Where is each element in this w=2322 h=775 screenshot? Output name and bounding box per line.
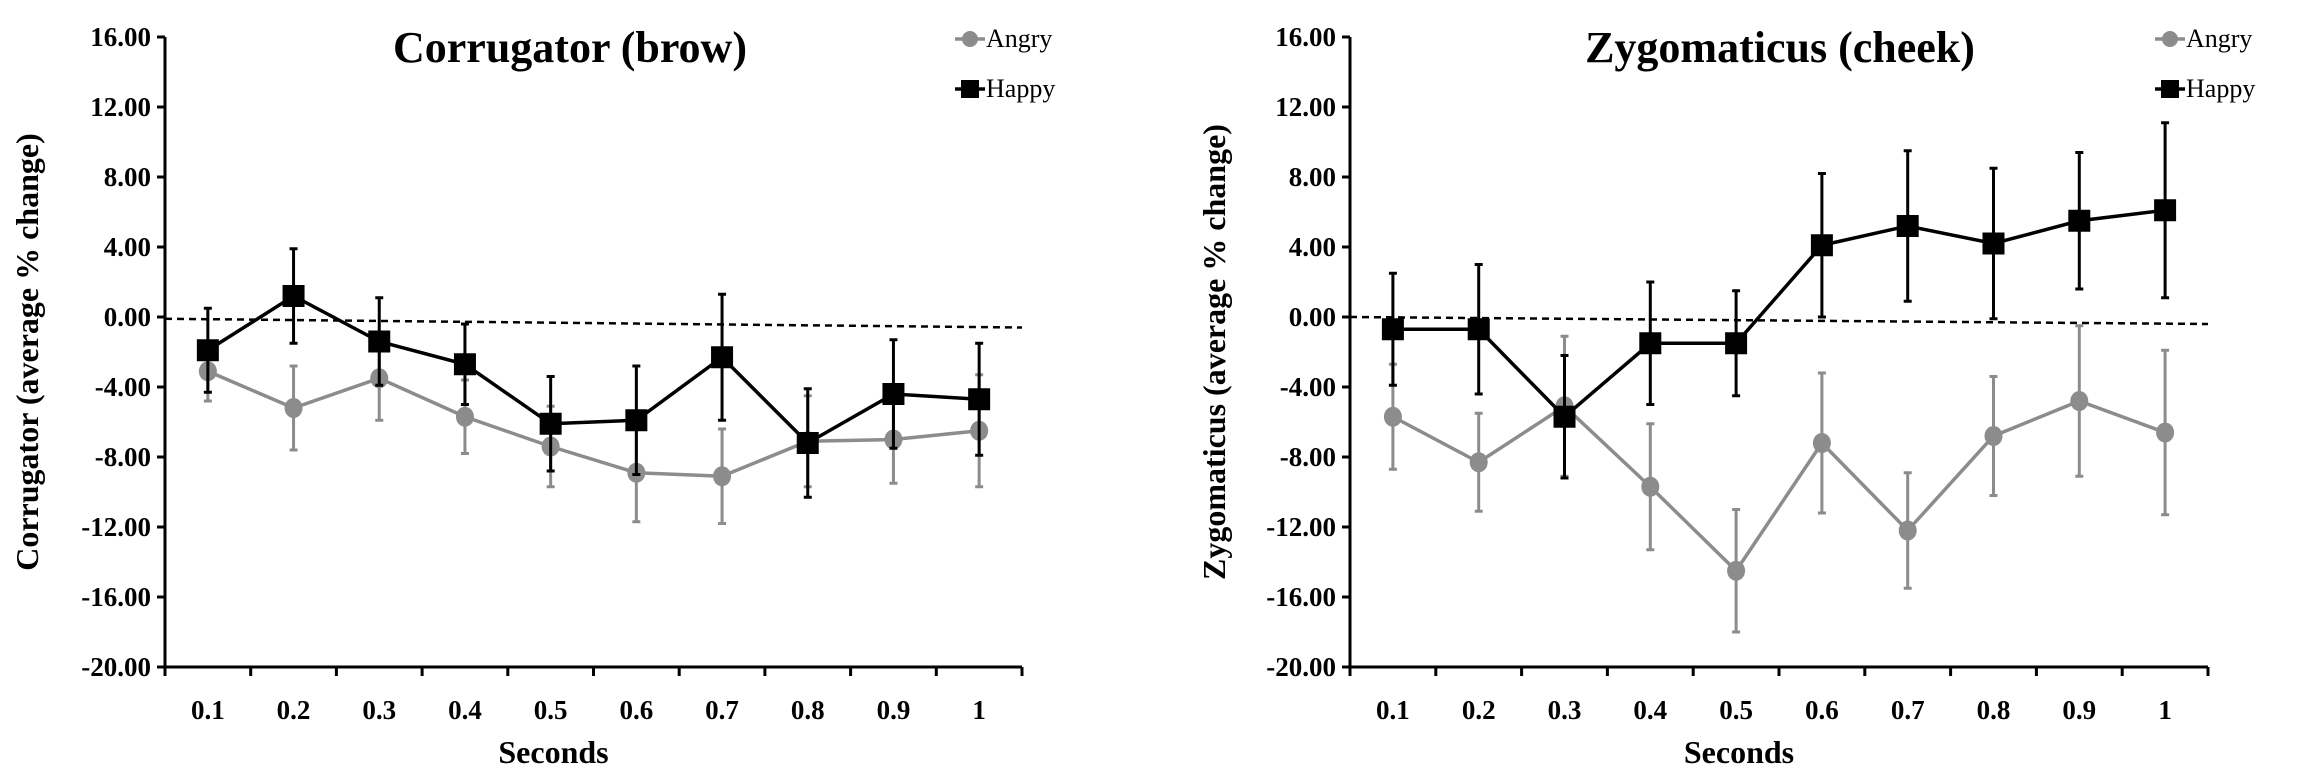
y-tick-label: -8.00 bbox=[95, 442, 151, 472]
y-tick-label: 8.00 bbox=[104, 162, 151, 192]
data-point bbox=[1982, 232, 2005, 255]
legend-label: Angry bbox=[2186, 24, 2252, 53]
data-point bbox=[455, 406, 474, 427]
data-point bbox=[1639, 332, 1662, 355]
data-point bbox=[1727, 560, 1746, 581]
series-angry bbox=[198, 334, 989, 525]
x-tick-label: 0.5 bbox=[534, 695, 568, 725]
series-line bbox=[1392, 399, 2166, 574]
data-point bbox=[1641, 476, 1660, 497]
y-axis-label: Corrugator (average % change) bbox=[9, 133, 45, 571]
y-tick-label: 0.00 bbox=[104, 302, 151, 332]
x-tick-label: 0.3 bbox=[1548, 695, 1582, 725]
series-happy bbox=[196, 247, 991, 499]
y-tick-label: 0.00 bbox=[1289, 302, 1336, 332]
series-happy bbox=[1381, 121, 2177, 480]
data-point bbox=[713, 466, 732, 487]
data-point bbox=[1898, 520, 1917, 541]
data-point bbox=[625, 409, 648, 432]
x-tick-label: 0.4 bbox=[1633, 695, 1667, 725]
data-point bbox=[1383, 406, 1402, 427]
x-tick-label: 0.8 bbox=[791, 695, 825, 725]
data-point bbox=[1984, 426, 2003, 446]
data-point bbox=[539, 412, 562, 435]
chart-0: 16.00 12.00 8.00 4.00 0.00 -4.00 -8.00 -12.00 -1… bbox=[9, 22, 1055, 770]
data-point bbox=[1467, 318, 1490, 341]
x-tick-label: 0.1 bbox=[1376, 695, 1410, 725]
x-tick-label: 0.2 bbox=[1462, 695, 1496, 725]
data-point bbox=[1812, 433, 1831, 453]
legend-square-marker bbox=[2161, 80, 2179, 98]
x-tick-label: 0.7 bbox=[705, 695, 739, 725]
y-tick-label: -20.00 bbox=[1266, 652, 1336, 682]
y-tick-label: 4.00 bbox=[104, 232, 151, 262]
data-point bbox=[711, 346, 734, 369]
data-point bbox=[1553, 405, 1576, 428]
chart-title: Zygomaticus (cheek) bbox=[1585, 23, 1975, 72]
data-point bbox=[284, 398, 303, 418]
legend-circle-marker bbox=[962, 31, 978, 47]
legend-label: Happy bbox=[986, 74, 1055, 103]
y-axis-label: Zygomaticus (average % change) bbox=[1196, 124, 1232, 580]
chart-1: 16.00 12.00 8.00 4.00 0.00 -4.00 -8.00 -12.00 -1… bbox=[1196, 22, 2255, 770]
y-tick-label: -12.00 bbox=[81, 512, 151, 542]
x-tick-label: 0.9 bbox=[877, 695, 911, 725]
data-point bbox=[968, 388, 991, 411]
series-line bbox=[207, 369, 980, 479]
legend-square-marker bbox=[961, 80, 979, 98]
y-tick-label: -4.00 bbox=[1280, 372, 1336, 402]
x-axis-label: Seconds bbox=[498, 734, 608, 770]
legend-label: Angry bbox=[986, 24, 1052, 53]
x-tick-label: 0.6 bbox=[1805, 695, 1839, 725]
y-tick-label: -16.00 bbox=[1266, 582, 1336, 612]
series-line bbox=[1392, 208, 2166, 420]
data-point bbox=[368, 330, 391, 353]
x-tick-label: 0.9 bbox=[2062, 695, 2096, 725]
x-tick-label: 0.6 bbox=[619, 695, 653, 725]
y-tick-label: 16.00 bbox=[90, 22, 151, 52]
data-point bbox=[196, 339, 219, 362]
data-point bbox=[796, 432, 819, 454]
data-point bbox=[2156, 422, 2175, 443]
data-point bbox=[2068, 209, 2091, 232]
x-tick-label: 0.1 bbox=[191, 695, 225, 725]
y-tick-label: 4.00 bbox=[1289, 232, 1336, 262]
data-point bbox=[1469, 452, 1488, 473]
x-tick-label: 0.5 bbox=[1719, 695, 1753, 725]
x-tick-label: 0.3 bbox=[362, 695, 396, 725]
data-point bbox=[1381, 318, 1404, 341]
y-tick-label: -4.00 bbox=[95, 372, 151, 402]
legend-circle-marker bbox=[2162, 31, 2178, 47]
x-tick-label: 0.4 bbox=[448, 695, 482, 725]
data-point bbox=[2154, 199, 2177, 222]
y-tick-label: 16.00 bbox=[1275, 22, 1336, 52]
series-angry bbox=[1383, 324, 2175, 634]
data-point bbox=[1810, 234, 1833, 257]
x-tick-label: 1 bbox=[2158, 695, 2172, 725]
x-tick-label: 0.7 bbox=[1891, 695, 1925, 725]
legend-label: Happy bbox=[2186, 74, 2255, 103]
x-tick-label: 1 bbox=[972, 695, 986, 725]
y-tick-label: -16.00 bbox=[81, 582, 151, 612]
x-tick-label: 0.8 bbox=[1977, 695, 2011, 725]
y-tick-label: -12.00 bbox=[1266, 512, 1336, 542]
data-point bbox=[2070, 391, 2089, 411]
data-point bbox=[282, 285, 305, 307]
reference-line bbox=[164, 317, 1023, 329]
y-tick-label: 12.00 bbox=[90, 92, 151, 122]
data-point bbox=[453, 353, 476, 376]
chart-title: Corrugator (brow) bbox=[393, 23, 747, 72]
x-tick-label: 0.2 bbox=[277, 695, 311, 725]
y-tick-label: 12.00 bbox=[1275, 92, 1336, 122]
x-axis-label: Seconds bbox=[1684, 734, 1794, 770]
series-line bbox=[206, 293, 980, 446]
y-tick-label: 8.00 bbox=[1289, 162, 1336, 192]
y-tick-label: -8.00 bbox=[1280, 442, 1336, 472]
data-point bbox=[1725, 332, 1748, 355]
data-point bbox=[1896, 215, 1919, 237]
data-point bbox=[882, 383, 905, 405]
y-tick-label: -20.00 bbox=[81, 652, 151, 682]
